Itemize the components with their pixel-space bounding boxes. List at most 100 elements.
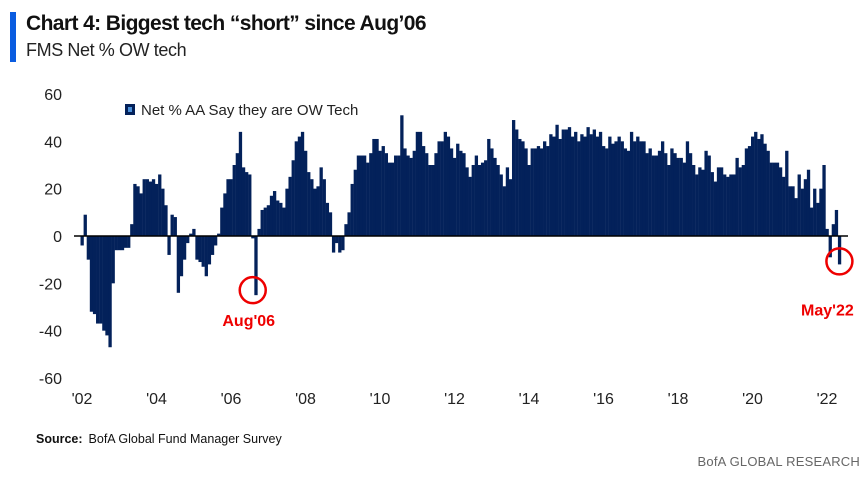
bar <box>409 157 413 236</box>
bar <box>822 165 826 236</box>
bar <box>654 155 659 236</box>
bar <box>443 131 447 236</box>
bar <box>499 174 503 236</box>
bar <box>394 155 398 236</box>
bar <box>217 233 221 236</box>
bar <box>586 127 590 236</box>
bar <box>127 236 131 248</box>
bar <box>111 236 115 284</box>
bar <box>524 148 528 236</box>
source-note: Source: BofA Global Fund Manager Survey <box>36 432 282 446</box>
bar <box>549 134 553 236</box>
x-tick-label: '18 <box>668 391 689 408</box>
bar <box>518 138 522 236</box>
bar <box>356 155 361 236</box>
bar <box>223 193 227 236</box>
bar <box>797 174 801 236</box>
bar <box>751 136 755 236</box>
brand-label: BofA GLOBAL RESEARCH <box>697 454 860 469</box>
bar <box>484 160 488 236</box>
bar <box>105 236 109 336</box>
bar <box>387 162 392 236</box>
bar <box>791 186 795 236</box>
bar <box>803 179 808 236</box>
bar <box>651 155 655 236</box>
bar <box>701 169 705 236</box>
chart-title: Chart 4: Biggest tech “short” since Aug’… <box>26 12 427 35</box>
bar <box>294 141 298 236</box>
bar <box>276 200 280 236</box>
bar <box>487 138 491 236</box>
bar <box>285 188 289 236</box>
bar <box>204 236 208 277</box>
bar <box>282 207 286 236</box>
x-tick-label: '20 <box>742 391 763 408</box>
bar <box>235 153 240 236</box>
bar <box>232 165 236 236</box>
bar <box>263 207 267 236</box>
bar <box>148 181 153 236</box>
x-tick-label: '06 <box>221 391 242 408</box>
bar <box>732 174 736 236</box>
bar <box>778 167 783 236</box>
bar <box>667 165 671 236</box>
x-tick-label: '10 <box>370 391 391 408</box>
bar <box>179 236 184 277</box>
bar <box>757 138 761 236</box>
x-tick-label: '22 <box>817 391 838 408</box>
bar <box>719 167 724 236</box>
bar <box>676 157 680 236</box>
bar <box>583 136 587 236</box>
bar <box>602 146 606 236</box>
bar <box>381 146 385 236</box>
bar <box>350 183 354 236</box>
bar <box>331 236 336 253</box>
bar <box>698 167 702 236</box>
bar <box>238 131 243 236</box>
bar <box>723 174 727 236</box>
bar <box>151 179 156 236</box>
bar <box>685 141 690 236</box>
bar <box>130 224 134 236</box>
bar <box>595 136 600 236</box>
bar <box>462 153 466 236</box>
bar <box>754 131 758 236</box>
legend-label: Net % AA Say they are OW Tech <box>141 102 358 119</box>
bar <box>527 165 531 236</box>
bar <box>465 167 469 236</box>
bar <box>707 155 711 236</box>
bar <box>322 179 326 236</box>
source-label: Source: <box>36 432 83 446</box>
bar <box>83 214 87 236</box>
bar <box>633 141 637 236</box>
annotation-label: May'22 <box>801 302 854 319</box>
bar <box>226 179 230 236</box>
x-tick-label: '04 <box>146 391 167 408</box>
bar <box>567 127 572 236</box>
bar <box>288 176 292 236</box>
bar <box>251 236 255 239</box>
bar <box>421 146 426 236</box>
bar <box>716 167 721 236</box>
bar <box>508 179 513 236</box>
bar <box>304 150 308 236</box>
bar <box>114 236 118 251</box>
bar <box>809 207 814 236</box>
y-tick-label: 0 <box>53 229 62 246</box>
bar <box>319 167 323 236</box>
bar <box>161 188 165 236</box>
bar <box>145 179 149 236</box>
bar <box>561 129 565 236</box>
bar <box>220 207 224 236</box>
bar <box>403 148 407 236</box>
bar <box>735 157 739 236</box>
y-tick-label: 60 <box>44 87 62 104</box>
bar <box>664 153 668 236</box>
bar <box>670 148 674 236</box>
bar <box>378 150 382 236</box>
bar <box>347 212 351 236</box>
bar <box>158 174 162 236</box>
bar <box>813 188 817 236</box>
bar <box>726 176 730 236</box>
annotation-circle <box>825 247 854 276</box>
